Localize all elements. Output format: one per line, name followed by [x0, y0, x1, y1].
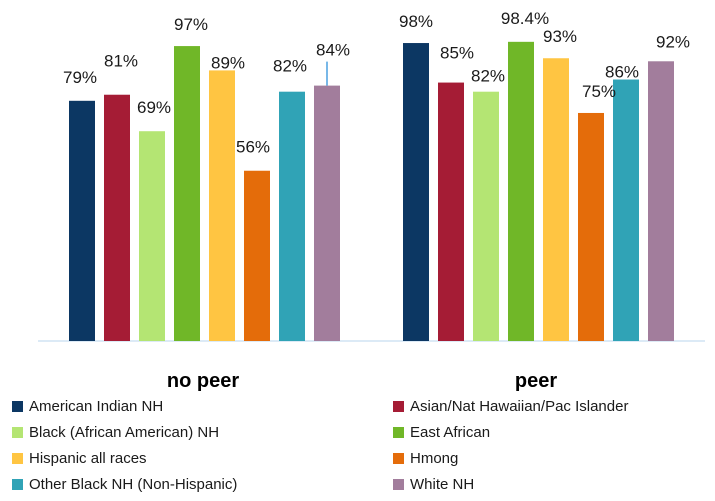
bar	[403, 43, 429, 341]
bar	[648, 61, 674, 341]
bar	[244, 170, 270, 341]
bar	[438, 82, 464, 341]
bar	[578, 112, 604, 341]
bar-value-label: 93%	[543, 27, 577, 46]
bar-value-label: 82%	[273, 57, 307, 76]
bar-value-label: 79%	[63, 68, 97, 87]
bar	[543, 58, 569, 341]
category-label: no peer	[167, 370, 239, 392]
bar-value-label: 56%	[236, 138, 270, 157]
bar-value-label: 89%	[211, 53, 245, 72]
bar-value-label: 85%	[440, 44, 474, 63]
bar	[279, 91, 305, 342]
bar-value-label: 92%	[656, 32, 690, 51]
bar-value-label: 86%	[605, 63, 639, 82]
bar-value-label: 69%	[137, 98, 171, 117]
bar-value-label: 97%	[174, 15, 208, 34]
bar	[174, 46, 200, 341]
category-label: peer	[515, 370, 557, 392]
bar	[139, 131, 165, 341]
bar	[473, 91, 499, 342]
bars-layer	[69, 41, 674, 342]
bar	[508, 41, 534, 341]
bar	[209, 70, 235, 341]
bar	[613, 79, 639, 341]
bar-value-label: 98.4%	[501, 9, 549, 28]
bar	[69, 100, 95, 342]
bar-value-label: 75%	[582, 82, 616, 101]
bar-value-label: 84%	[316, 41, 350, 60]
bar	[314, 85, 340, 341]
bar-value-label: 98%	[399, 12, 433, 31]
bar-labels-layer: 79% 81% 69% 97%89% 56% 82% 84% 98% 85% 82% 98.4%93…	[63, 9, 690, 157]
bar	[104, 94, 130, 342]
bar-value-label: 81%	[104, 52, 138, 71]
bar-value-label: 82%	[471, 67, 505, 86]
